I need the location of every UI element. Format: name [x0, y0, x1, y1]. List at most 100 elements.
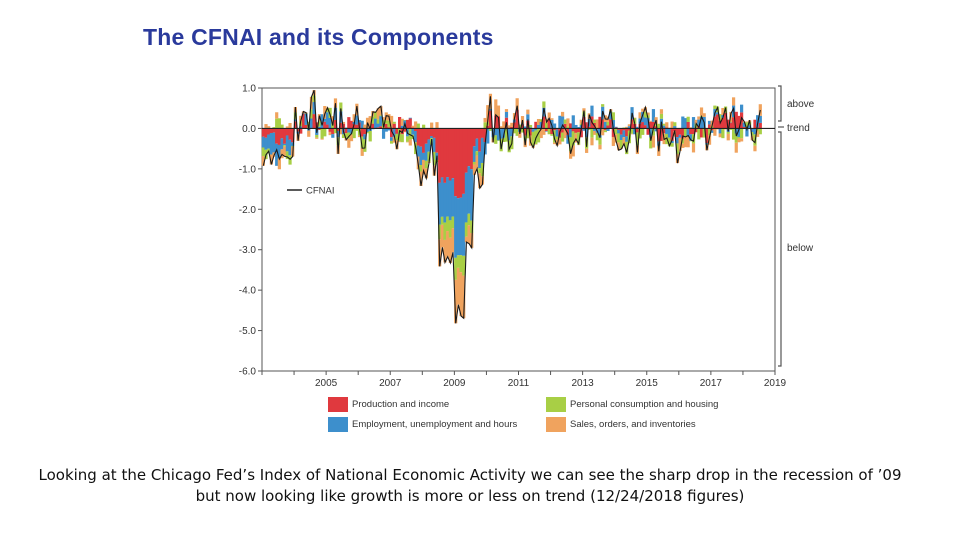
bar-production [547, 118, 551, 129]
bar-sales [507, 125, 511, 128]
bar-employment [715, 112, 720, 115]
bar-production [552, 128, 557, 131]
bar-sales [440, 224, 444, 248]
bar-employment [750, 128, 754, 133]
bar-consumption [659, 113, 664, 119]
bar-employment [411, 128, 415, 135]
bar-consumption [539, 119, 543, 122]
bar-employment [678, 134, 682, 138]
x-tick-label: 2015 [636, 378, 659, 389]
bar-employment [705, 143, 709, 145]
bar-employment [392, 128, 396, 137]
bar-consumption [347, 132, 351, 139]
bar-sales [411, 125, 415, 128]
bar-production [360, 128, 364, 137]
bar-production [654, 126, 658, 129]
bar-employment [443, 182, 447, 223]
legend-label-sales: Sales, orders, and inventories [570, 419, 696, 430]
bar-sales [552, 142, 557, 145]
bar-production [451, 128, 455, 179]
bar-production [486, 125, 490, 129]
bar-production [617, 128, 621, 130]
bar-production [277, 128, 281, 145]
bar-employment [494, 128, 498, 136]
bar-consumption [341, 134, 346, 139]
bar-employment [261, 136, 265, 148]
bar-sales [381, 117, 386, 120]
bar-consumption [464, 222, 468, 237]
bar-production [734, 111, 738, 129]
bar-sales [577, 144, 581, 146]
bar-sales [547, 112, 551, 119]
bar-employment [456, 198, 460, 256]
bar-sales [486, 105, 490, 123]
bar-consumption [344, 133, 348, 139]
bar-consumption [515, 128, 519, 136]
axes: 1.0 0.0 -1.0 -2.0 -3.0 -4.0 -5.0 -6.0 2005 2007 20… [239, 84, 787, 390]
bar-production [512, 122, 517, 129]
bar-employment [408, 117, 412, 119]
bar-employment [467, 166, 471, 214]
bar-consumption [280, 124, 284, 129]
bar-production [742, 127, 746, 129]
bar-sales [403, 131, 407, 133]
bar-production [301, 113, 306, 129]
bar-employment [504, 111, 509, 118]
bar-consumption [387, 120, 391, 128]
bar-employment [462, 193, 466, 256]
bar-production [304, 124, 308, 129]
bar-employment [470, 169, 474, 221]
bar-production [649, 121, 653, 129]
bar-production [651, 121, 656, 129]
bar-production [432, 128, 436, 138]
bar-employment [451, 178, 455, 217]
bar-production [339, 122, 343, 129]
bar-consumption [360, 136, 364, 148]
bar-sales [261, 156, 265, 166]
bar-production [363, 128, 367, 135]
bar-production [587, 126, 591, 129]
bar-employment [328, 117, 332, 129]
bar-consumption [614, 128, 618, 135]
bar-production [398, 116, 402, 129]
bar-sales [443, 239, 447, 263]
bar-production [267, 128, 271, 135]
bar-production [312, 114, 316, 129]
bar-sales [539, 128, 543, 139]
bar-sales [579, 119, 583, 124]
bar-consumption [339, 102, 343, 112]
x-tick-label: 2013 [572, 378, 595, 389]
bar-consumption [638, 128, 642, 139]
bar-consumption [355, 128, 359, 131]
x-tick-label: 2007 [379, 378, 402, 389]
bar-employment [609, 111, 613, 120]
bar-employment [560, 116, 565, 129]
bar-sales [389, 115, 394, 129]
bar-sales [424, 168, 428, 179]
bar-employment [381, 128, 386, 139]
bar-employment [269, 133, 273, 155]
bar-employment [357, 120, 362, 123]
bar-production [710, 128, 714, 131]
bar-production [582, 116, 586, 129]
bar-employment [737, 128, 741, 137]
bar-production [758, 122, 762, 129]
bar-sales [398, 141, 402, 143]
bar-production [520, 124, 525, 129]
bar-production [598, 116, 602, 129]
bar-consumption [566, 126, 570, 129]
bar-employment [448, 180, 452, 221]
bar-employment [430, 135, 434, 139]
bar-production [467, 128, 471, 167]
bar-consumption [619, 140, 623, 149]
bar-sales [264, 124, 268, 129]
bar-employment [558, 115, 562, 129]
bar-production [483, 128, 487, 143]
bar-employment [710, 130, 714, 133]
slide-title: The CFNAI and its Components [143, 24, 494, 50]
bar-consumption [368, 130, 372, 142]
bar-employment [718, 128, 722, 134]
bar-employment [416, 145, 420, 157]
bar-employment [534, 128, 538, 131]
bar-sales [475, 155, 479, 169]
